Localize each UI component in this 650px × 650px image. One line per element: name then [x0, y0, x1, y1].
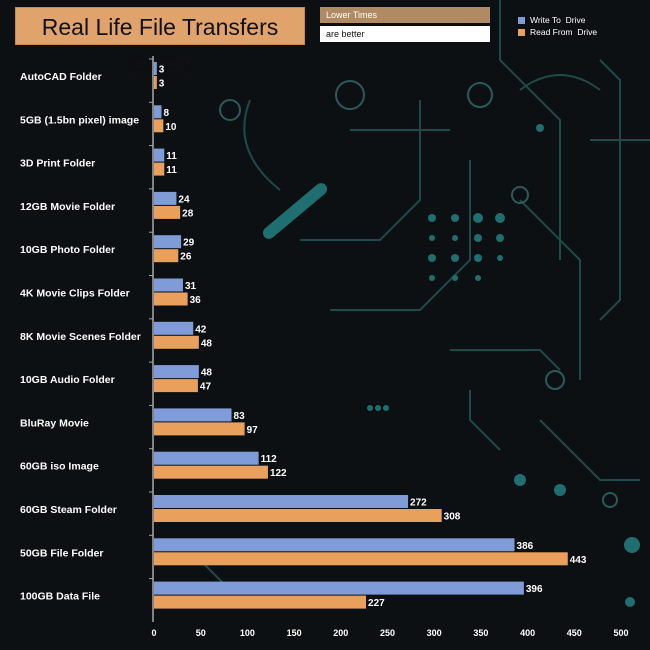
bar-read [154, 205, 181, 219]
legend-item-write: Write To Drive [518, 14, 597, 26]
data-label-write: 386 [517, 541, 534, 552]
bar-write [154, 451, 259, 465]
data-label-read: 48 [201, 338, 213, 349]
data-label-read: 122 [270, 468, 287, 479]
category-label: 60GB Steam Folder [20, 504, 117, 516]
bar-write [154, 105, 162, 119]
data-label-read: 47 [200, 382, 212, 393]
legend: Write To Drive Read From Drive [518, 14, 597, 38]
x-tick-label: 350 [473, 628, 488, 638]
data-label-write: 396 [526, 584, 543, 595]
data-label-write: 42 [195, 324, 207, 335]
data-label-write: 8 [163, 108, 169, 119]
data-label-read: 36 [190, 295, 202, 306]
data-label-read: 26 [180, 252, 192, 263]
data-label-write: 272 [410, 498, 427, 509]
x-tick-label: 300 [427, 628, 442, 638]
x-tick-label: 450 [567, 628, 582, 638]
data-label-write: 112 [261, 454, 278, 465]
x-tick-label: 250 [380, 628, 395, 638]
bar-read [154, 162, 165, 176]
x-tick-label: 400 [520, 628, 535, 638]
bar-read [154, 465, 268, 479]
data-label-read: 227 [368, 598, 385, 609]
bar-read [154, 76, 157, 89]
data-label-read: 11 [166, 165, 177, 176]
bar-write [154, 495, 409, 508]
x-tick-label: 0 [151, 628, 156, 638]
bar-read [154, 509, 442, 522]
data-label-read: 97 [247, 425, 259, 436]
category-label: 4K Movie Clips Folder [20, 288, 130, 300]
bar-write [154, 538, 515, 552]
bar-write [154, 321, 194, 335]
category-label: BluRay Movie [20, 417, 89, 429]
category-label: 10GB Audio Folder [20, 374, 115, 386]
legend-item-read: Read From Drive [518, 26, 597, 38]
x-tick-label: 100 [240, 628, 255, 638]
bar-read [154, 379, 198, 393]
data-label-read: 308 [444, 512, 461, 523]
note-are-better: are better [320, 26, 490, 42]
x-tick-label: 200 [333, 628, 348, 638]
bar-read [154, 119, 164, 133]
bar-read [154, 552, 568, 566]
bar-write [154, 581, 524, 595]
data-label-write: 3 [159, 65, 165, 76]
chart-title: Real Life File Transfers (secs) [15, 7, 305, 78]
bar-read [154, 335, 199, 349]
legend-swatch-read [518, 28, 525, 36]
bar-read [154, 422, 245, 436]
data-label-read: 10 [165, 122, 177, 133]
category-label: 100GB Data File [20, 591, 100, 603]
bar-write [154, 235, 182, 249]
category-label: 5GB (1.5bn pixel) image [20, 114, 139, 126]
data-label-write: 29 [183, 238, 195, 249]
note-lower-times: Lower Times [320, 7, 490, 23]
category-label: 3D Print Folder [20, 158, 95, 170]
category-label: 10GB Photo Folder [20, 244, 115, 256]
x-tick-label: 500 [613, 628, 628, 638]
bar-write [154, 278, 183, 292]
category-label: 12GB Movie Folder [20, 201, 115, 213]
category-label: AutoCAD Folder [20, 71, 102, 83]
data-label-write: 83 [234, 411, 246, 422]
data-label-read: 3 [159, 79, 165, 90]
legend-label-read: Read From Drive [530, 27, 598, 37]
data-label-write: 31 [185, 281, 197, 292]
data-label-read: 443 [570, 555, 587, 566]
data-label-write: 48 [201, 368, 213, 379]
legend-swatch-write [518, 16, 525, 24]
bar-write [154, 365, 199, 379]
bar-write [154, 191, 177, 205]
data-label-read: 28 [182, 208, 194, 219]
category-label: 50GB File Folder [20, 547, 103, 559]
category-label: 8K Movie Scenes Folder [20, 331, 141, 343]
category-label: 60GB iso Image [20, 461, 99, 473]
data-label-write: 24 [178, 194, 190, 205]
legend-label-write: Write To Drive [530, 15, 586, 25]
bar-write [154, 62, 157, 75]
data-label-write: 11 [166, 151, 177, 162]
x-tick-label: 50 [196, 628, 206, 638]
bar-read [154, 292, 188, 306]
bar-read [154, 595, 367, 609]
bar-read [154, 249, 179, 263]
x-tick-label: 150 [287, 628, 302, 638]
bar-write [154, 148, 165, 162]
bar-write [154, 408, 232, 422]
